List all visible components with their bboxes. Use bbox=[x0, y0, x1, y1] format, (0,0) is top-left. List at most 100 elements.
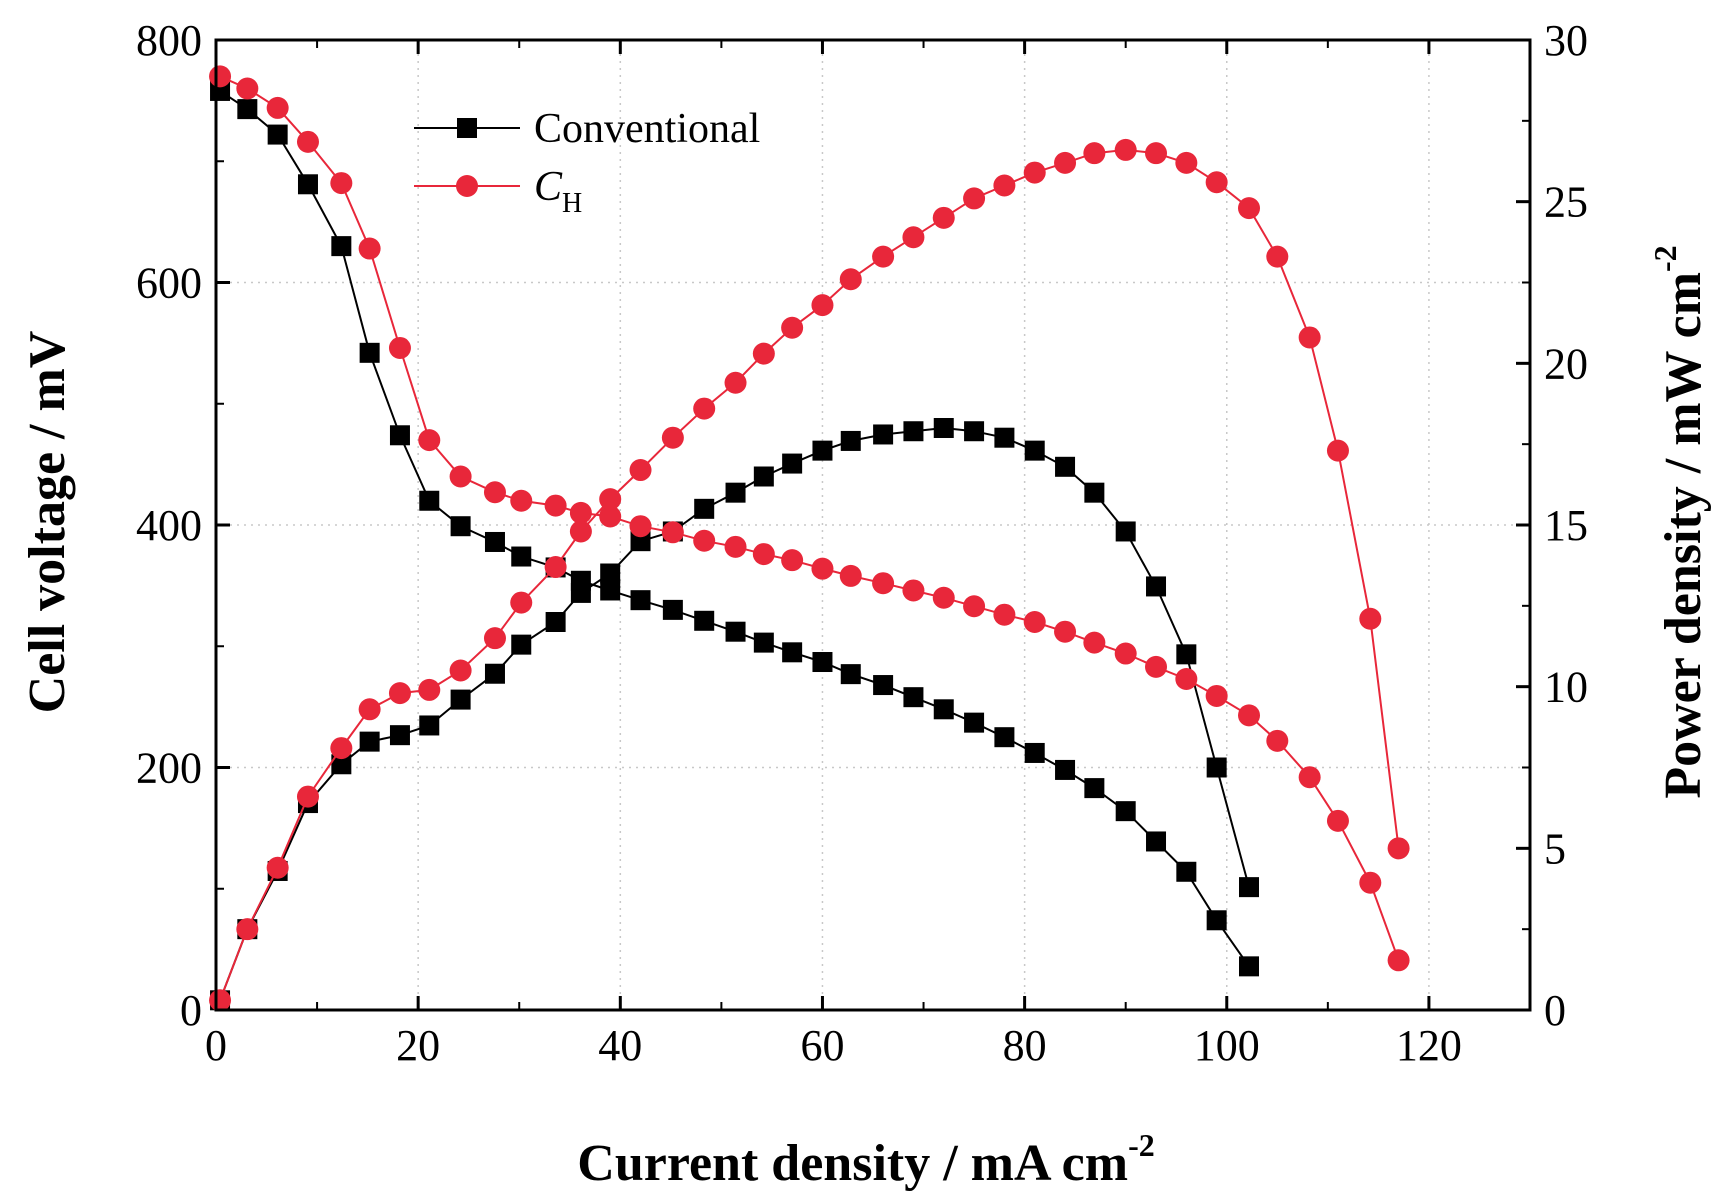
series-0-power-point-28 bbox=[1055, 456, 1076, 477]
series-0-power-point-24 bbox=[933, 418, 954, 438]
series-layer bbox=[209, 65, 1410, 1012]
y-right-tick-label-5: 25 bbox=[1544, 178, 1588, 227]
series-1-power-point-39 bbox=[1387, 837, 1410, 860]
series-1-voltage-point-23 bbox=[902, 579, 925, 602]
series-0-power-point-32 bbox=[1176, 644, 1197, 665]
series-1-voltage-point-31 bbox=[1145, 655, 1168, 678]
series-0-power-point-19 bbox=[782, 453, 803, 474]
series-0-voltage-point-10 bbox=[511, 546, 532, 567]
y-left-tick-label-0: 0 bbox=[180, 986, 202, 1035]
series-1-voltage-point-24 bbox=[932, 586, 955, 609]
series-1-voltage-point-0 bbox=[209, 65, 232, 88]
series-1-voltage-point-34 bbox=[1238, 704, 1261, 727]
y-left-tick-label-4: 800 bbox=[136, 16, 202, 65]
series-0-power-point-13 bbox=[600, 563, 621, 584]
series-1-voltage-point-4 bbox=[330, 172, 353, 195]
series-1-power-point-28 bbox=[1054, 151, 1077, 174]
series-1-power-point-9 bbox=[483, 627, 506, 650]
series-1-voltage-point-7 bbox=[418, 429, 441, 452]
series-0-power-point-23 bbox=[903, 421, 924, 442]
series-0-voltage-point-7 bbox=[419, 490, 440, 511]
series-0-power-point-16 bbox=[694, 498, 715, 519]
y-right-tick-label-1: 5 bbox=[1544, 824, 1566, 873]
series-1-voltage-point-11 bbox=[544, 494, 567, 517]
series-1-power-point-16 bbox=[693, 397, 716, 420]
series-1-power-point-4 bbox=[330, 737, 353, 760]
series-1-power-point-6 bbox=[388, 682, 411, 705]
series-1-voltage-point-9 bbox=[483, 481, 506, 504]
series-0-voltage-point-16 bbox=[694, 610, 715, 631]
series-1-power-point-10 bbox=[510, 591, 533, 614]
series-0-voltage-point-19 bbox=[782, 642, 803, 663]
series-1-power-point-8 bbox=[449, 659, 472, 682]
series-0-voltage-point-2 bbox=[267, 124, 288, 145]
series-1-power-point-24 bbox=[932, 206, 955, 229]
series-1-voltage-point-32 bbox=[1175, 667, 1198, 690]
series-1-power-point-37 bbox=[1326, 439, 1349, 462]
legend-marker-conventional bbox=[457, 118, 477, 138]
series-0-power-point-20 bbox=[812, 440, 833, 461]
series-0-voltage-point-14 bbox=[630, 590, 651, 611]
series-1-power-point-11 bbox=[544, 556, 567, 579]
series-1-power-point-23 bbox=[902, 226, 925, 249]
y-left-tick-label-2: 400 bbox=[136, 501, 202, 550]
series-1-voltage-point-37 bbox=[1326, 809, 1349, 832]
y-left-axis-title: Cell voltage / mV bbox=[19, 331, 76, 714]
series-0-voltage-point-34 bbox=[1239, 956, 1260, 977]
y-right-axis-title-superscript: -2 bbox=[1647, 245, 1683, 272]
series-0-power-point-8 bbox=[450, 689, 471, 710]
series-1-power-point-1 bbox=[236, 918, 259, 941]
series-0-power-point-25 bbox=[964, 421, 985, 442]
series-0-voltage-point-5 bbox=[359, 342, 380, 363]
series-1-voltage-point-30 bbox=[1114, 642, 1137, 665]
x-tick-label-2: 40 bbox=[598, 1021, 642, 1070]
series-1-power-point-2 bbox=[266, 856, 289, 879]
series-1-voltage-point-35 bbox=[1266, 729, 1289, 752]
series-1-power-point-25 bbox=[963, 187, 986, 210]
series-1-voltage-point-38 bbox=[1359, 871, 1382, 894]
series-0-power-point-18 bbox=[753, 466, 774, 487]
series-1-voltage-point-28 bbox=[1054, 620, 1077, 643]
x-tick-label-4: 80 bbox=[1003, 1021, 1047, 1070]
series-1-power-point-7 bbox=[418, 678, 441, 701]
y-left-tick-label-3: 600 bbox=[136, 259, 202, 308]
series-0-voltage-point-4 bbox=[331, 236, 352, 257]
series-0-power-point-21 bbox=[840, 430, 861, 451]
series-1-power-point-38 bbox=[1359, 607, 1382, 630]
series-1-voltage-point-36 bbox=[1298, 766, 1321, 789]
series-0-voltage-point-32 bbox=[1176, 861, 1197, 882]
series-0-voltage-point-23 bbox=[903, 687, 924, 708]
series-0-voltage-point-31 bbox=[1146, 831, 1167, 852]
series-0-power-point-12 bbox=[570, 582, 591, 603]
series-1-power-point-0 bbox=[209, 989, 232, 1012]
x-tick-label-3: 60 bbox=[800, 1021, 844, 1070]
series-0-power-point-29 bbox=[1084, 482, 1105, 503]
series-0-voltage-point-22 bbox=[873, 675, 894, 696]
series-1-power-point-13 bbox=[599, 488, 622, 511]
y-right-tick-label-6: 30 bbox=[1544, 16, 1588, 65]
series-0-voltage-point-24 bbox=[933, 699, 954, 720]
series-0-power-point-6 bbox=[389, 725, 410, 746]
series-0-power-point-11 bbox=[545, 612, 566, 632]
series-0-power-point-30 bbox=[1115, 521, 1136, 542]
series-1-power-point-19 bbox=[781, 316, 804, 339]
legend: Conventional CH bbox=[414, 106, 760, 219]
series-1-power-point-27 bbox=[1023, 161, 1046, 184]
x-tick-label-6: 120 bbox=[1396, 1021, 1462, 1070]
series-1-power-point-31 bbox=[1145, 142, 1168, 165]
series-1-voltage-point-20 bbox=[811, 557, 834, 580]
series-0-voltage-point-9 bbox=[484, 531, 505, 552]
legend-label-ch-main: C bbox=[534, 164, 563, 210]
series-1-voltage-point-16 bbox=[693, 529, 716, 552]
series-1-power-point-36 bbox=[1298, 326, 1321, 349]
series-0-voltage-point-13 bbox=[600, 580, 621, 601]
series-1-voltage-point-14 bbox=[629, 515, 652, 538]
series-0-power-point-22 bbox=[873, 424, 894, 445]
series-0-power-point-34 bbox=[1239, 877, 1260, 898]
x-tick-label-1: 20 bbox=[396, 1021, 440, 1070]
series-1-power-point-12 bbox=[569, 520, 592, 543]
series-1-power-point-32 bbox=[1175, 151, 1198, 174]
series-0-power-point-17 bbox=[725, 482, 746, 503]
series-0-power-point-7 bbox=[419, 715, 440, 736]
series-1-voltage-point-1 bbox=[236, 77, 259, 100]
